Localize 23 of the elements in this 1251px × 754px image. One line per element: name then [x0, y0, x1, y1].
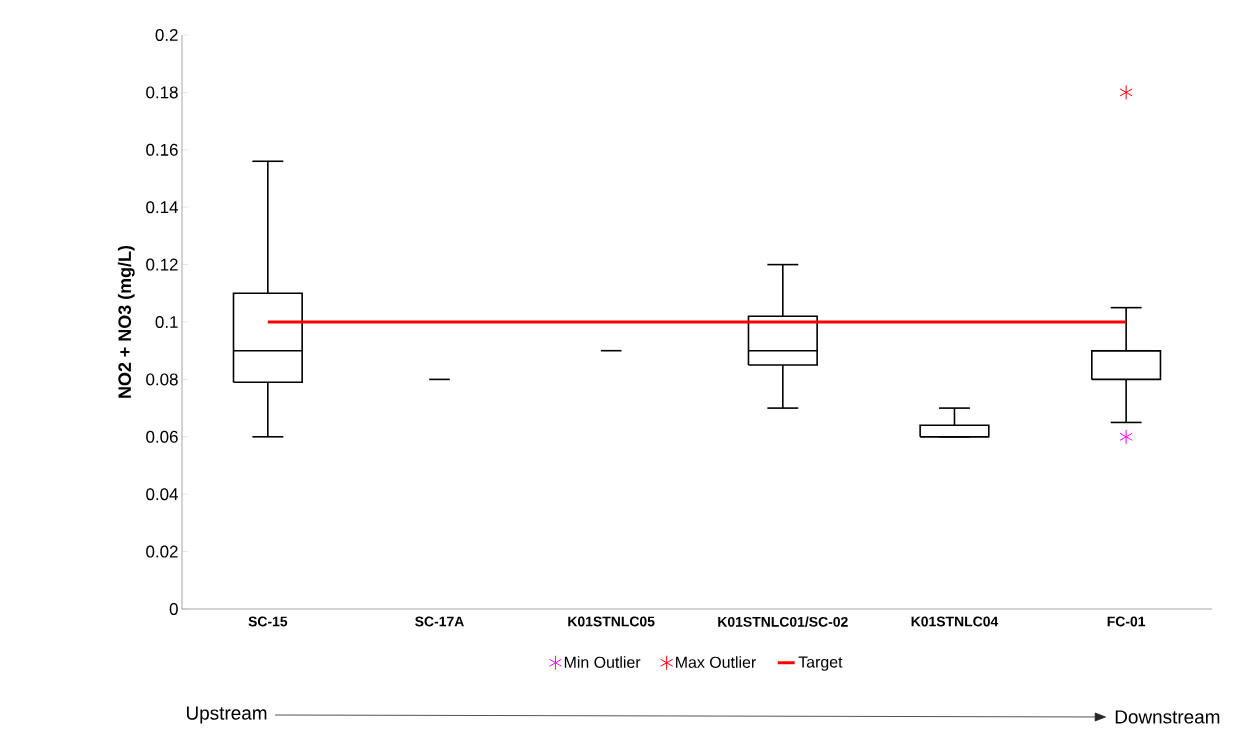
y-tick-label: 0.04 [146, 488, 178, 501]
x-tick-label: SC-17A [415, 616, 464, 627]
x-tick-label: FC-01 [1107, 616, 1146, 627]
y-tick-label: 0 [169, 603, 178, 615]
y-tick-label: 0.1 [155, 316, 178, 328]
x-tick-label: K01STNLC05 [568, 616, 655, 627]
legend-label: Max Outlier [676, 656, 756, 668]
y-axis-title: NO2 + NO3 (mg/L) [117, 245, 135, 398]
y-tick-label: 0.2 [155, 29, 178, 41]
x-tick-label: SC-15 [248, 616, 288, 627]
legend-label: Target [798, 656, 843, 671]
x-tick-label: K01STNLC04 [911, 616, 999, 627]
y-tick-label: 0.14 [146, 201, 178, 214]
y-tick-label: 0.02 [146, 545, 178, 558]
text: Upstream [186, 706, 267, 724]
y-tick-label: 0.06 [146, 430, 178, 443]
y-tick-label: 0.18 [146, 86, 178, 99]
y-tick-label: 0.16 [146, 143, 178, 156]
y-tick-label: 0.08 [146, 373, 178, 386]
text: Downstream [1115, 710, 1220, 724]
legend-label: Min Outlier [564, 656, 641, 668]
y-tick-label: 0.12 [146, 258, 178, 271]
x-tick-label: K01STNLC01/SC-02 [718, 616, 848, 627]
